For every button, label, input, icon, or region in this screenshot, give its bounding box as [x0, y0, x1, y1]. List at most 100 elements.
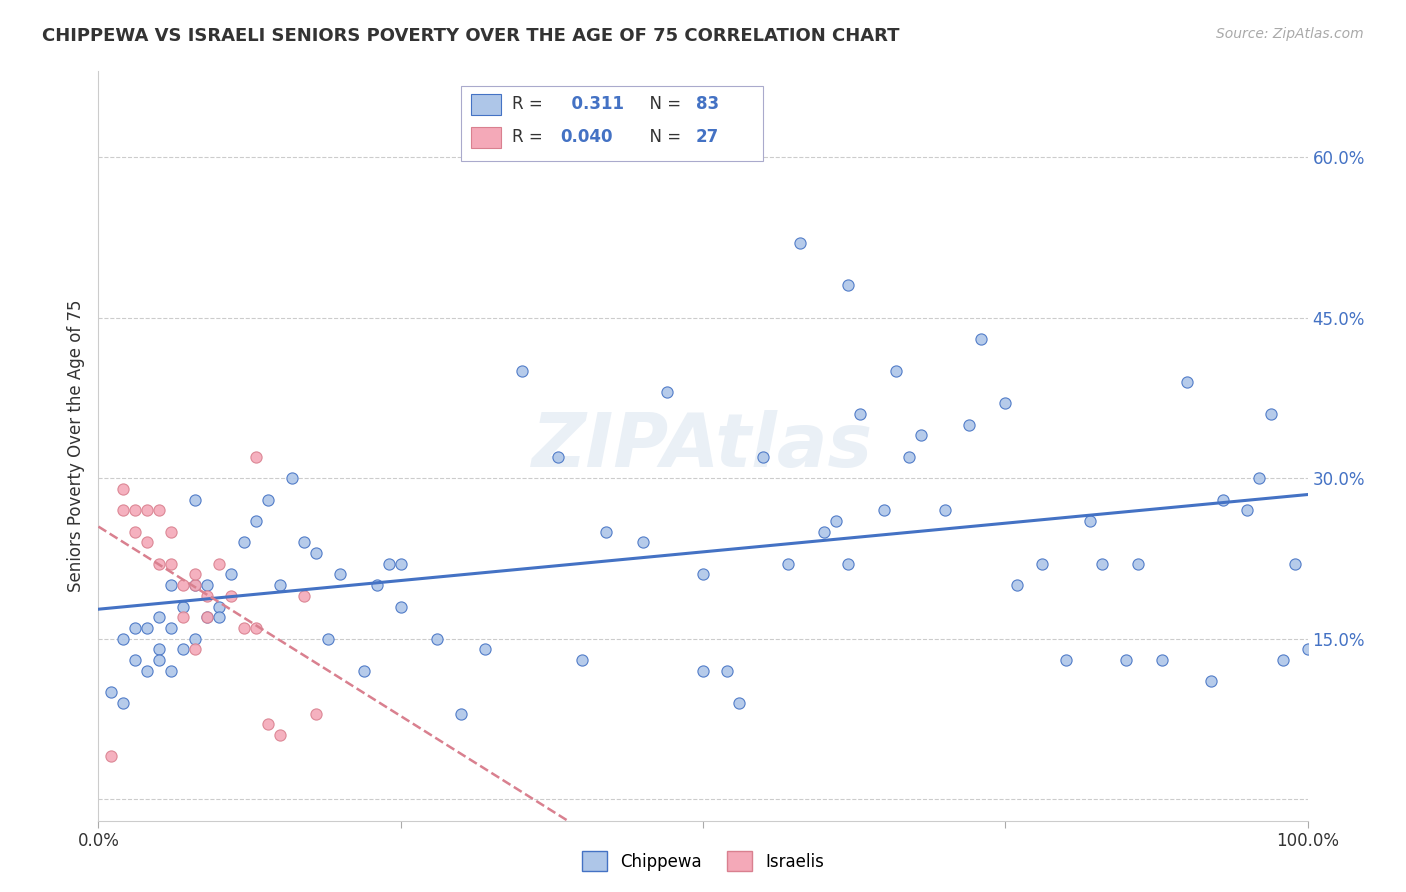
- Point: [1007, 578, 1029, 592]
- Point: [111, 503, 134, 517]
- Point: [716, 664, 738, 678]
- Point: [1212, 492, 1234, 507]
- Point: [124, 653, 146, 667]
- Point: [366, 578, 388, 592]
- Point: [837, 278, 859, 293]
- Point: [195, 589, 218, 603]
- Text: 0.040: 0.040: [561, 128, 613, 146]
- Point: [172, 578, 194, 592]
- Point: [571, 653, 593, 667]
- Point: [595, 524, 617, 539]
- Point: [329, 567, 352, 582]
- Point: [172, 642, 194, 657]
- Point: [184, 642, 207, 657]
- Point: [292, 535, 315, 549]
- Point: [124, 524, 146, 539]
- Point: [1249, 471, 1271, 485]
- Point: [957, 417, 980, 432]
- Point: [377, 557, 399, 571]
- Point: [160, 578, 183, 592]
- Point: [789, 235, 811, 250]
- Point: [316, 632, 339, 646]
- Point: [728, 696, 751, 710]
- Point: [184, 578, 207, 592]
- Point: [208, 557, 231, 571]
- Point: [100, 749, 122, 764]
- Point: [426, 632, 449, 646]
- Point: [148, 653, 170, 667]
- Point: [100, 685, 122, 699]
- Point: [111, 482, 134, 496]
- Point: [886, 364, 908, 378]
- Y-axis label: Seniors Poverty Over the Age of 75: Seniors Poverty Over the Age of 75: [66, 300, 84, 592]
- Point: [184, 567, 207, 582]
- Point: [111, 696, 134, 710]
- Point: [849, 407, 872, 421]
- Point: [873, 503, 896, 517]
- Point: [1236, 503, 1258, 517]
- Point: [208, 610, 231, 624]
- Point: [1115, 653, 1137, 667]
- Point: [256, 492, 278, 507]
- Point: [172, 610, 194, 624]
- Point: [389, 599, 412, 614]
- Point: [547, 450, 569, 464]
- Point: [692, 664, 714, 678]
- Point: [450, 706, 472, 721]
- Point: [692, 567, 714, 582]
- Point: [1260, 407, 1282, 421]
- Point: [1284, 557, 1306, 571]
- Point: [353, 664, 375, 678]
- Point: [1272, 653, 1295, 667]
- Text: R =: R =: [512, 128, 548, 146]
- Point: [631, 535, 654, 549]
- Text: N =: N =: [638, 95, 686, 113]
- Point: [135, 621, 157, 635]
- Point: [292, 589, 315, 603]
- Point: [172, 599, 194, 614]
- Point: [184, 492, 207, 507]
- Point: [148, 610, 170, 624]
- Point: [1031, 557, 1053, 571]
- Text: Source: ZipAtlas.com: Source: ZipAtlas.com: [1216, 27, 1364, 41]
- Point: [389, 557, 412, 571]
- Point: [813, 524, 835, 539]
- Point: [195, 610, 218, 624]
- Point: [111, 632, 134, 646]
- Point: [510, 364, 533, 378]
- Text: CHIPPEWA VS ISRAELI SENIORS POVERTY OVER THE AGE OF 75 CORRELATION CHART: CHIPPEWA VS ISRAELI SENIORS POVERTY OVER…: [42, 27, 900, 45]
- Point: [474, 642, 496, 657]
- Point: [269, 728, 291, 742]
- Point: [281, 471, 304, 485]
- Text: 27: 27: [696, 128, 718, 146]
- Point: [1296, 642, 1319, 657]
- Point: [135, 503, 157, 517]
- Point: [160, 621, 183, 635]
- Text: R =: R =: [512, 95, 548, 113]
- FancyBboxPatch shape: [471, 127, 501, 148]
- Point: [934, 503, 956, 517]
- Point: [160, 524, 183, 539]
- Point: [1091, 557, 1114, 571]
- Point: [184, 578, 207, 592]
- Point: [837, 557, 859, 571]
- Point: [124, 621, 146, 635]
- Point: [245, 621, 267, 635]
- Point: [232, 621, 254, 635]
- Point: [305, 546, 328, 560]
- Point: [1175, 375, 1198, 389]
- FancyBboxPatch shape: [461, 87, 763, 161]
- Text: ZIPAtlas: ZIPAtlas: [533, 409, 873, 483]
- Point: [148, 503, 170, 517]
- Point: [752, 450, 775, 464]
- Point: [825, 514, 848, 528]
- Point: [1152, 653, 1174, 667]
- Point: [655, 385, 678, 400]
- Point: [256, 717, 278, 731]
- Point: [160, 557, 183, 571]
- Point: [221, 589, 243, 603]
- Text: N =: N =: [638, 128, 686, 146]
- Point: [970, 332, 993, 346]
- FancyBboxPatch shape: [471, 94, 501, 115]
- Point: [135, 664, 157, 678]
